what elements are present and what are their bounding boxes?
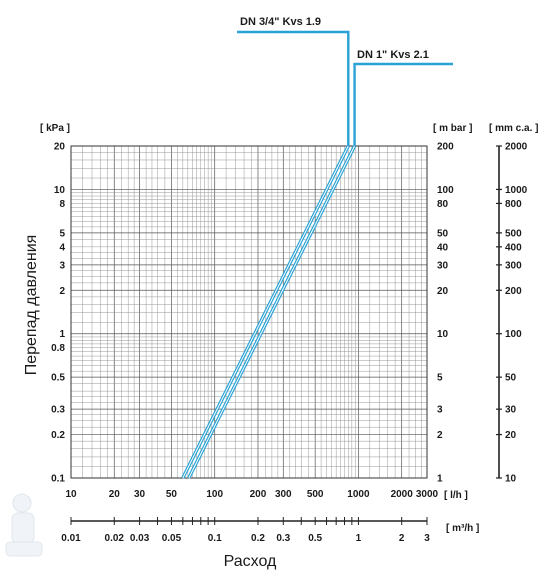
y2-tick-label: 1 <box>437 474 443 485</box>
x2-tick-label: 0.2 <box>251 533 265 544</box>
y2-tick-label: 200 <box>437 142 454 153</box>
x-axis-title: Расход <box>224 553 277 570</box>
series-layer <box>181 30 453 479</box>
x-tick-label: 3000 <box>416 489 439 500</box>
x2-tick-label: 0.01 <box>61 533 81 544</box>
y-tick-label: 0.2 <box>51 430 65 441</box>
x-tick-label: 100 <box>206 489 223 500</box>
x2-tick-label: 2 <box>399 533 405 544</box>
y3-tick-label: 10 <box>505 474 517 485</box>
x-unit-lh: [ l/h ] <box>444 490 468 501</box>
series-label-dn34: DN 3/4" Kvs 1.9 <box>240 16 321 28</box>
x-unit-m3h: [ m³/h ] <box>446 523 479 534</box>
plot-frame <box>70 145 428 479</box>
x2-tick-label: 3 <box>424 533 430 544</box>
y2-tick-label: 50 <box>437 228 449 239</box>
series-leader-0 <box>237 30 350 146</box>
y2-tick-label: 10 <box>437 329 449 340</box>
x-tick-label: 50 <box>166 489 178 500</box>
y3-tick-label: 30 <box>505 405 517 416</box>
y2-tick-label: 20 <box>437 286 449 297</box>
grid <box>70 145 428 479</box>
y3-tick-label: 200 <box>505 286 522 297</box>
y2-tick-label: 5 <box>437 373 443 384</box>
series-leader-1 <box>353 62 453 146</box>
x-tick-label: 200 <box>250 489 267 500</box>
x-tick-label: 10 <box>65 489 77 500</box>
x2-tick-label: 0.1 <box>208 533 222 544</box>
y3-tick-label: 50 <box>505 373 517 384</box>
x-tick-label: 500 <box>307 489 324 500</box>
series-line-core-1 <box>188 145 356 479</box>
y-axis-title: Перепад давления <box>23 235 40 376</box>
y3-tick-label: 20 <box>505 430 517 441</box>
y-tick-label: 2 <box>59 286 65 297</box>
y-tick-label: 4 <box>59 242 65 253</box>
y-tick-label: 0.3 <box>51 405 65 416</box>
tick-labels: 0.1 0.2 0.3 0.5 0.8 1 2 3 4 5 8 10 20 1 2 3 5 10 20 30 40 50 8… <box>51 142 528 545</box>
y-tick-label: 1 <box>59 329 65 340</box>
y2-tick-label: 80 <box>437 199 449 210</box>
y2-tick-label: 3 <box>437 405 443 416</box>
y3-tick-label: 300 <box>505 260 522 271</box>
series-line-core-0 <box>182 145 349 479</box>
x2-tick-label: 0.03 <box>130 533 150 544</box>
x2-tick-label: 0.05 <box>162 533 182 544</box>
x2-tick-label: 1 <box>356 533 362 544</box>
y3-tick-label: 100 <box>505 329 522 340</box>
x2-tick-label: 0.02 <box>105 533 125 544</box>
y-tick-label: 8 <box>59 199 65 210</box>
y2-tick-label: 2 <box>437 430 443 441</box>
x-tick-label: 300 <box>275 489 292 500</box>
y-tick-label: 5 <box>59 228 65 239</box>
plumber-logo <box>5 493 43 557</box>
y2-tick-label: 30 <box>437 260 449 271</box>
y3-tick-label: 800 <box>505 199 522 210</box>
y-tick-label: 0.1 <box>51 474 65 485</box>
x-tick-label: 30 <box>134 489 146 500</box>
x-tick-label: 1000 <box>347 489 370 500</box>
y2-tick-label: 100 <box>437 185 454 196</box>
y-tick-label: 0.8 <box>51 343 65 354</box>
y3-tick-label: 2000 <box>505 142 528 153</box>
series-label-dn1: DN 1" Kvs 2.1 <box>357 49 429 61</box>
x-tick-label: 2000 <box>391 489 414 500</box>
x-tick-label: 20 <box>109 489 121 500</box>
y-tick-label: 20 <box>54 142 66 153</box>
y-unit-right-mbar: [ m bar ] <box>433 123 472 134</box>
y2-tick-label: 40 <box>437 242 449 253</box>
y-tick-label: 10 <box>54 185 66 196</box>
x2-tick-label: 0.3 <box>276 533 290 544</box>
y-unit-right-mmca: [ mm c.a. ] <box>489 123 538 134</box>
y3-tick-label: 400 <box>505 242 522 253</box>
y3-tick-label: 500 <box>505 228 522 239</box>
y-tick-label: 3 <box>59 260 65 271</box>
y-tick-label: 0.5 <box>51 373 65 384</box>
y3-tick-label: 1000 <box>505 185 528 196</box>
x2-tick-label: 0.5 <box>308 533 322 544</box>
y-unit-left: [ kPa ] <box>40 123 70 134</box>
